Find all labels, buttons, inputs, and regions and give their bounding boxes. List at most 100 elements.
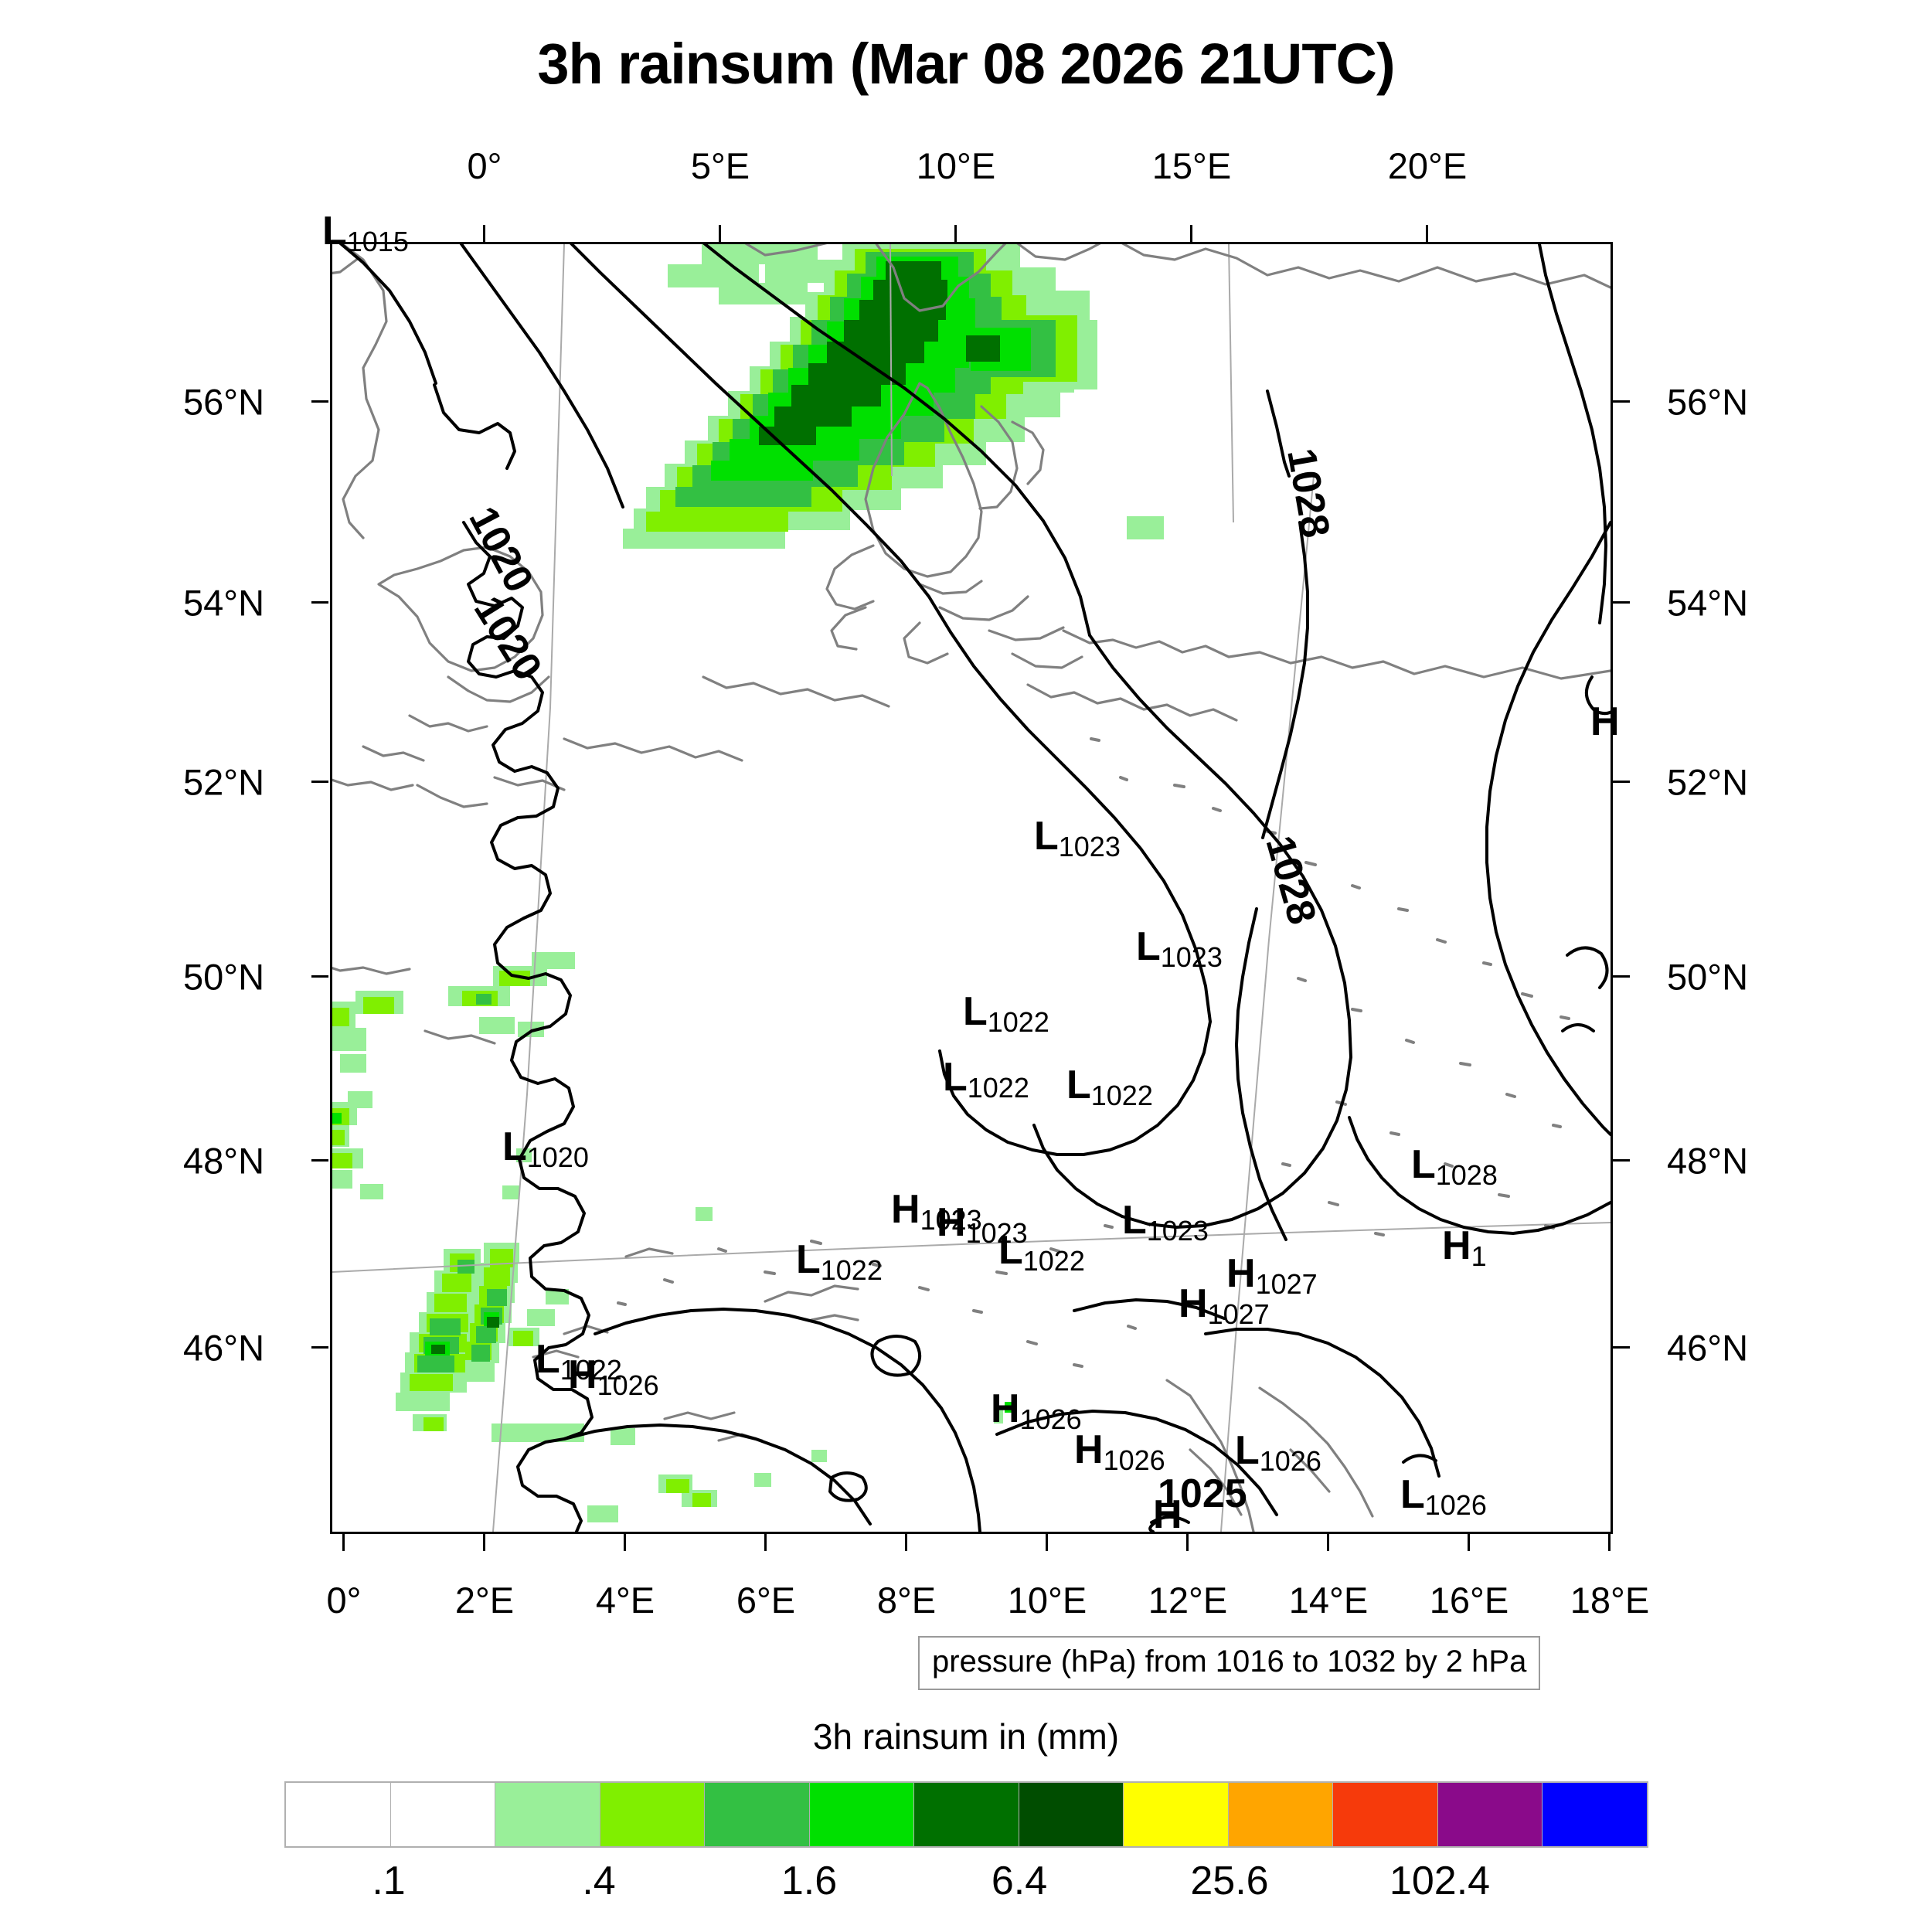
axis-tick-left xyxy=(311,400,328,403)
axis-tick-left xyxy=(311,1159,328,1162)
colorbar-tick-label: 102.4 xyxy=(1389,1859,1491,1903)
pressure-marker-value: 1026 xyxy=(1424,1489,1487,1521)
pressure-marker: L1023 xyxy=(1034,816,1121,861)
svg-text:1025: 1025 xyxy=(1158,1471,1247,1516)
pressure-marker-kind: H xyxy=(1442,1223,1471,1268)
axis-tick-right xyxy=(1613,975,1630,978)
colorbar-cell-11 xyxy=(1437,1783,1543,1846)
pressure-marker: L1022 xyxy=(1066,1065,1153,1110)
colorbar-cell-10 xyxy=(1333,1783,1438,1846)
axis-label-right: 50°N xyxy=(1667,956,1749,998)
pressure-marker-value: 1027 xyxy=(1207,1298,1270,1330)
map-frame: 1020 1020 1028 1028 1025 L1015 L1023 L10… xyxy=(322,211,1620,1537)
colorbar-tick-label: 1.6 xyxy=(781,1859,838,1903)
axis-label-right: 56°N xyxy=(1667,381,1749,423)
pressure-marker-value: 1027 xyxy=(1255,1268,1318,1300)
axis-label-bottom: 8°E xyxy=(876,1580,937,1621)
pressure-marker-kind: H xyxy=(1153,1492,1182,1537)
pressure-marker: L1028 xyxy=(1411,1142,1498,1189)
pressure-marker: H1023 xyxy=(937,1200,1028,1247)
colorbar-cell-12 xyxy=(1543,1783,1647,1846)
pressure-marker-value: 1022 xyxy=(560,1354,622,1386)
pressure-marker-value: 1022 xyxy=(1022,1245,1085,1277)
axis-label-bottom: 12°E xyxy=(1148,1580,1228,1621)
axis-label-left: 46°N xyxy=(183,1327,265,1369)
svg-text:1028: 1028 xyxy=(1257,831,1325,929)
axis-tick-bottom xyxy=(1468,1534,1470,1551)
axis-tick-left xyxy=(311,781,328,783)
colorbar-cell-3 xyxy=(600,1783,706,1846)
colorbar-cell-8 xyxy=(1124,1783,1229,1846)
colorbar-tick-label: .4 xyxy=(582,1859,616,1903)
axis-tick-bottom xyxy=(1327,1534,1329,1551)
pressure-marker-kind: H xyxy=(991,1386,1020,1431)
pressure-marker-kind: L xyxy=(502,1124,527,1169)
map-canvas: 1020 1020 1028 1028 1025 xyxy=(332,244,1611,1532)
axis-tick-bottom xyxy=(905,1534,907,1551)
pressure-marker-kind: H xyxy=(1590,699,1620,744)
axis-tick-bottom xyxy=(1608,1534,1611,1551)
pressure-marker-kind: L xyxy=(963,989,988,1034)
colorbar xyxy=(284,1781,1648,1848)
axis-tick-right xyxy=(1613,781,1630,783)
pressure-marker-value: 1026 xyxy=(1259,1445,1321,1477)
pressure-marker-kind: L xyxy=(998,1228,1023,1273)
axis-label-top: 15°E xyxy=(1151,145,1232,186)
pressure-legend-box: pressure (hPa) from 1016 to 1032 by 2 hP… xyxy=(918,1636,1541,1690)
pressure-marker: H1027 xyxy=(1179,1281,1270,1328)
pressure-marker: H1026 xyxy=(991,1386,1082,1434)
pressure-marker-value: 1022 xyxy=(987,1006,1049,1038)
pressure-marker: L1015 xyxy=(322,211,409,256)
axis-label-right: 52°N xyxy=(1667,761,1749,803)
pressure-marker: L1020 xyxy=(502,1124,589,1172)
coastlines xyxy=(332,244,1611,1532)
axis-tick-top xyxy=(1190,225,1192,242)
colorbar-cell-9 xyxy=(1228,1783,1334,1846)
isobars xyxy=(338,244,1611,1532)
pressure-marker: L1022 xyxy=(963,989,1049,1036)
axis-label-top: 20°E xyxy=(1387,145,1468,186)
page-title: 3h rainsum (Mar 08 2026 21UTC) xyxy=(537,32,1395,96)
pressure-marker: L1022 xyxy=(998,1228,1085,1275)
axis-label-bottom: 16°E xyxy=(1429,1580,1509,1621)
pressure-marker: H1 xyxy=(1442,1223,1487,1270)
pressure-marker-kind: L xyxy=(1400,1472,1425,1517)
pressure-marker-kind: L xyxy=(1235,1428,1260,1473)
pressure-marker: H xyxy=(1590,702,1620,742)
axis-tick-right xyxy=(1613,601,1630,604)
pressure-marker-kind: L xyxy=(943,1055,968,1100)
pressure-marker-kind: L xyxy=(1122,1198,1147,1243)
map-graphics: 1020 1020 1028 1028 1025 xyxy=(332,244,1611,1532)
colorbar-title: 3h rainsum in (mm) xyxy=(812,1716,1120,1757)
pressure-marker: H1026 xyxy=(568,1355,659,1400)
pressure-marker-kind: H xyxy=(1226,1251,1256,1296)
pressure-marker-value: 1022 xyxy=(820,1254,883,1286)
pressure-marker-kind: L xyxy=(1411,1142,1436,1187)
axis-tick-top xyxy=(483,225,485,242)
pressure-marker-value: 1023 xyxy=(1058,831,1121,862)
pressure-marker: H1027 xyxy=(1226,1251,1318,1298)
axis-label-bottom: 10°E xyxy=(1007,1580,1087,1621)
pressure-marker-value: 1015 xyxy=(346,226,409,257)
pressure-marker: L1022 xyxy=(536,1339,622,1384)
pressure-marker-value: 1023 xyxy=(920,1204,982,1236)
pressure-marker-value: 1023 xyxy=(965,1217,1028,1249)
axis-label-bottom: 18°E xyxy=(1570,1580,1650,1621)
pressure-marker-value: 1028 xyxy=(1435,1159,1498,1191)
axis-tick-bottom xyxy=(1186,1534,1189,1551)
axis-tick-bottom xyxy=(1046,1534,1048,1551)
pressure-marker-kind: H xyxy=(1179,1281,1208,1326)
axis-tick-bottom xyxy=(764,1534,767,1551)
axis-tick-bottom xyxy=(342,1534,345,1551)
axis-tick-right xyxy=(1613,1159,1630,1162)
pressure-marker-kind: H xyxy=(937,1200,966,1245)
pressure-marker: L1026 xyxy=(1235,1428,1321,1475)
pressure-marker: H1026 xyxy=(1074,1430,1165,1475)
axis-label-bottom: 14°E xyxy=(1288,1580,1369,1621)
axis-label-top: 5°E xyxy=(690,145,750,186)
colorbar-tick-label: 25.6 xyxy=(1190,1859,1269,1903)
axis-label-top: 10°E xyxy=(916,145,996,186)
pressure-marker-value: 1020 xyxy=(526,1141,589,1173)
axis-label-bottom: 0° xyxy=(326,1580,362,1621)
colorbar-cell-5 xyxy=(809,1783,915,1846)
